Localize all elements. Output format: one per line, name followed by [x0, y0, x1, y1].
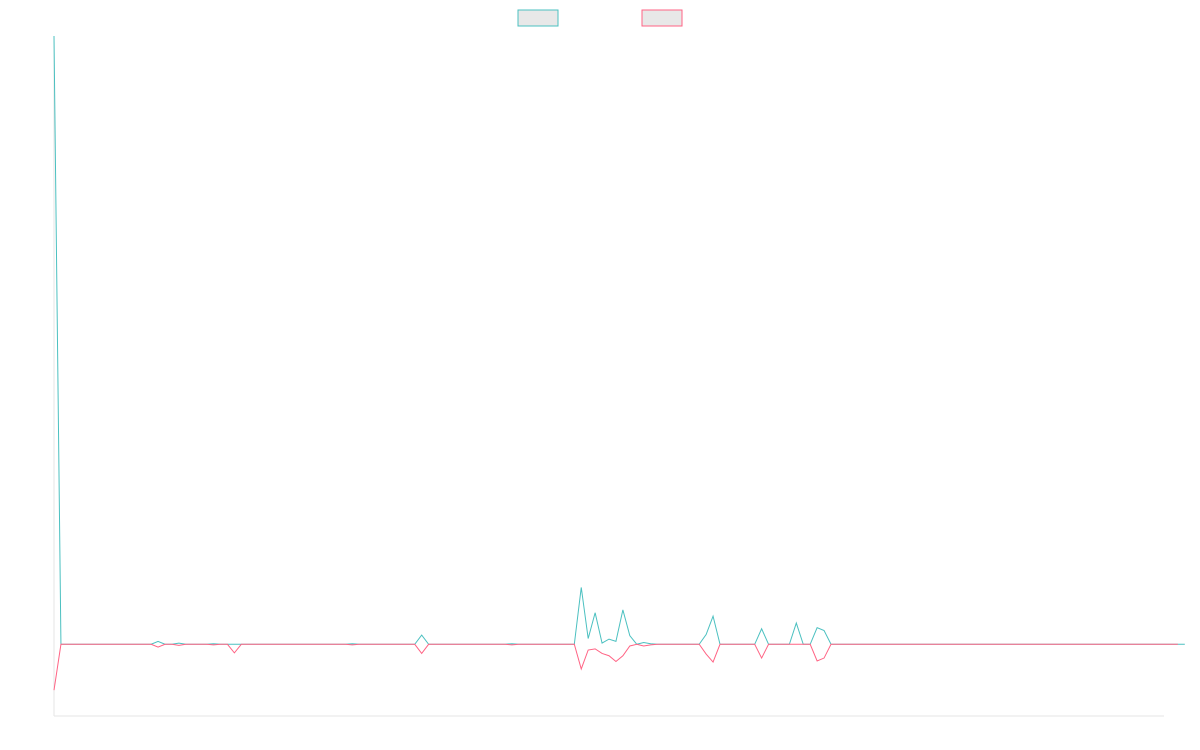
legend-item-2[interactable]	[641, 9, 683, 27]
legend	[517, 9, 683, 27]
series-group	[53, 35, 1185, 691]
series-line-1	[53, 35, 1185, 645]
legend-swatch-1	[517, 9, 559, 27]
legend-item-1[interactable]	[517, 9, 559, 27]
series-line-2	[53, 643, 1178, 691]
legend-swatch-2	[641, 9, 683, 27]
